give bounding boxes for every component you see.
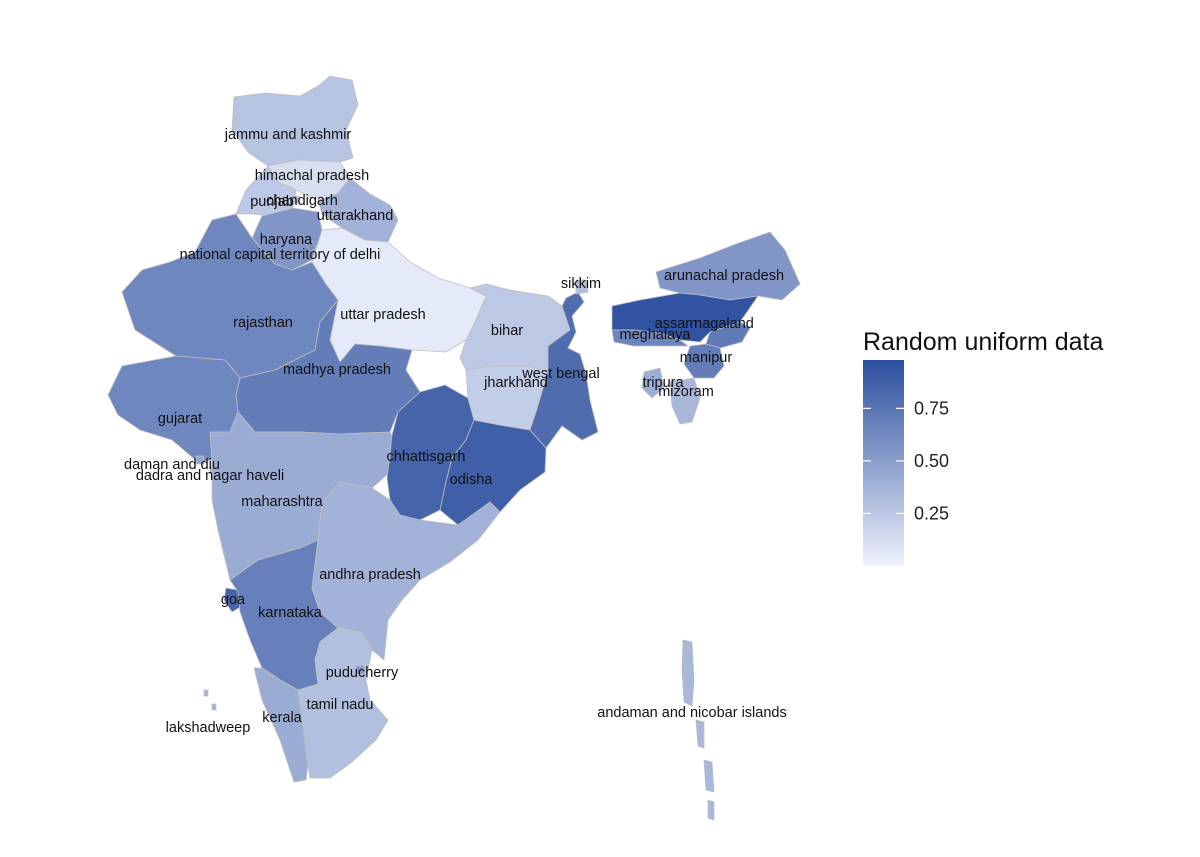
state-label: maharashtra <box>241 494 323 510</box>
state-label: assam <box>655 316 698 332</box>
state-label: dadra and nagar haveli <box>136 468 284 484</box>
state-label: haryana <box>260 232 313 248</box>
state-region-puducherry <box>355 665 365 675</box>
state-label: manipur <box>680 350 733 366</box>
state-label: karnataka <box>258 605 323 621</box>
state-label: kerala <box>262 710 302 726</box>
state-label: andhra pradesh <box>319 567 421 583</box>
legend-tick-label: 0.25 <box>914 503 949 523</box>
state-region-tamil-nadu <box>297 627 389 779</box>
legend-title: Random uniform data <box>863 328 1104 356</box>
state-label: odisha <box>450 472 494 488</box>
legend-colorbar <box>863 360 904 566</box>
state-label: madhya pradesh <box>283 362 391 378</box>
state-label: punjab <box>250 194 294 210</box>
state-label: goa <box>221 592 246 608</box>
state-label: himachal pradesh <box>255 168 369 184</box>
state-label: west bengal <box>521 366 599 382</box>
state-label: chandigarh <box>266 193 338 209</box>
state-region-uttarakhand <box>317 177 399 243</box>
state-label: lakshadweep <box>166 720 251 736</box>
state-label: arunachal pradesh <box>664 268 784 284</box>
state-regions <box>107 75 801 821</box>
state-label: tamil nadu <box>307 697 374 713</box>
state-label: bihar <box>491 323 523 339</box>
state-labels: jammu and kashmir himachal pradesh punja… <box>124 127 787 736</box>
legend-tick-label: 0.75 <box>914 398 949 418</box>
state-region-sikkim <box>575 279 589 295</box>
state-label: tripura <box>642 375 684 391</box>
state-label: jammu and kashmir <box>224 127 352 143</box>
state-region-jammu-and-kashmir <box>231 75 359 167</box>
state-label: nagaland <box>694 316 754 332</box>
state-region-west-bengal <box>529 291 599 449</box>
state-label: national capital territory of delhi <box>180 247 381 263</box>
state-region-meghalaya <box>611 329 689 347</box>
state-region-andhra-pradesh <box>311 481 501 661</box>
legend-tick-label: 0.50 <box>914 451 949 471</box>
state-region-arunachal-pradesh <box>655 231 801 301</box>
state-label: uttarakhand <box>317 208 394 224</box>
state-label: chhattisgarh <box>387 449 466 465</box>
legend-ticks: 0.75 0.50 0.25 <box>863 398 949 523</box>
state-label: jharkhand <box>483 375 548 391</box>
state-label: mizoram <box>658 384 714 400</box>
state-region-andaman-and-nicobar-islands <box>681 639 715 821</box>
state-label: sikkim <box>561 276 601 292</box>
state-label: andaman and nicobar islands <box>597 705 786 721</box>
state-region-bihar <box>459 283 571 373</box>
state-label: rajasthan <box>233 315 293 331</box>
state-region-tripura <box>641 367 665 399</box>
state-region-manipur <box>683 343 725 379</box>
color-legend: Random uniform data 0.75 0.50 0.25 <box>863 328 1104 566</box>
state-label: puducherry <box>326 665 399 681</box>
state-label: daman and diu <box>124 457 220 473</box>
state-label: meghalaya <box>620 327 692 343</box>
state-label: gujarat <box>158 411 202 427</box>
state-region-chandigarh <box>291 195 300 204</box>
state-region-daman-and-diu <box>195 455 205 465</box>
state-label: uttar pradesh <box>340 307 425 323</box>
state-region-lakshadweep <box>203 689 217 711</box>
state-region-mizoram <box>669 377 701 425</box>
